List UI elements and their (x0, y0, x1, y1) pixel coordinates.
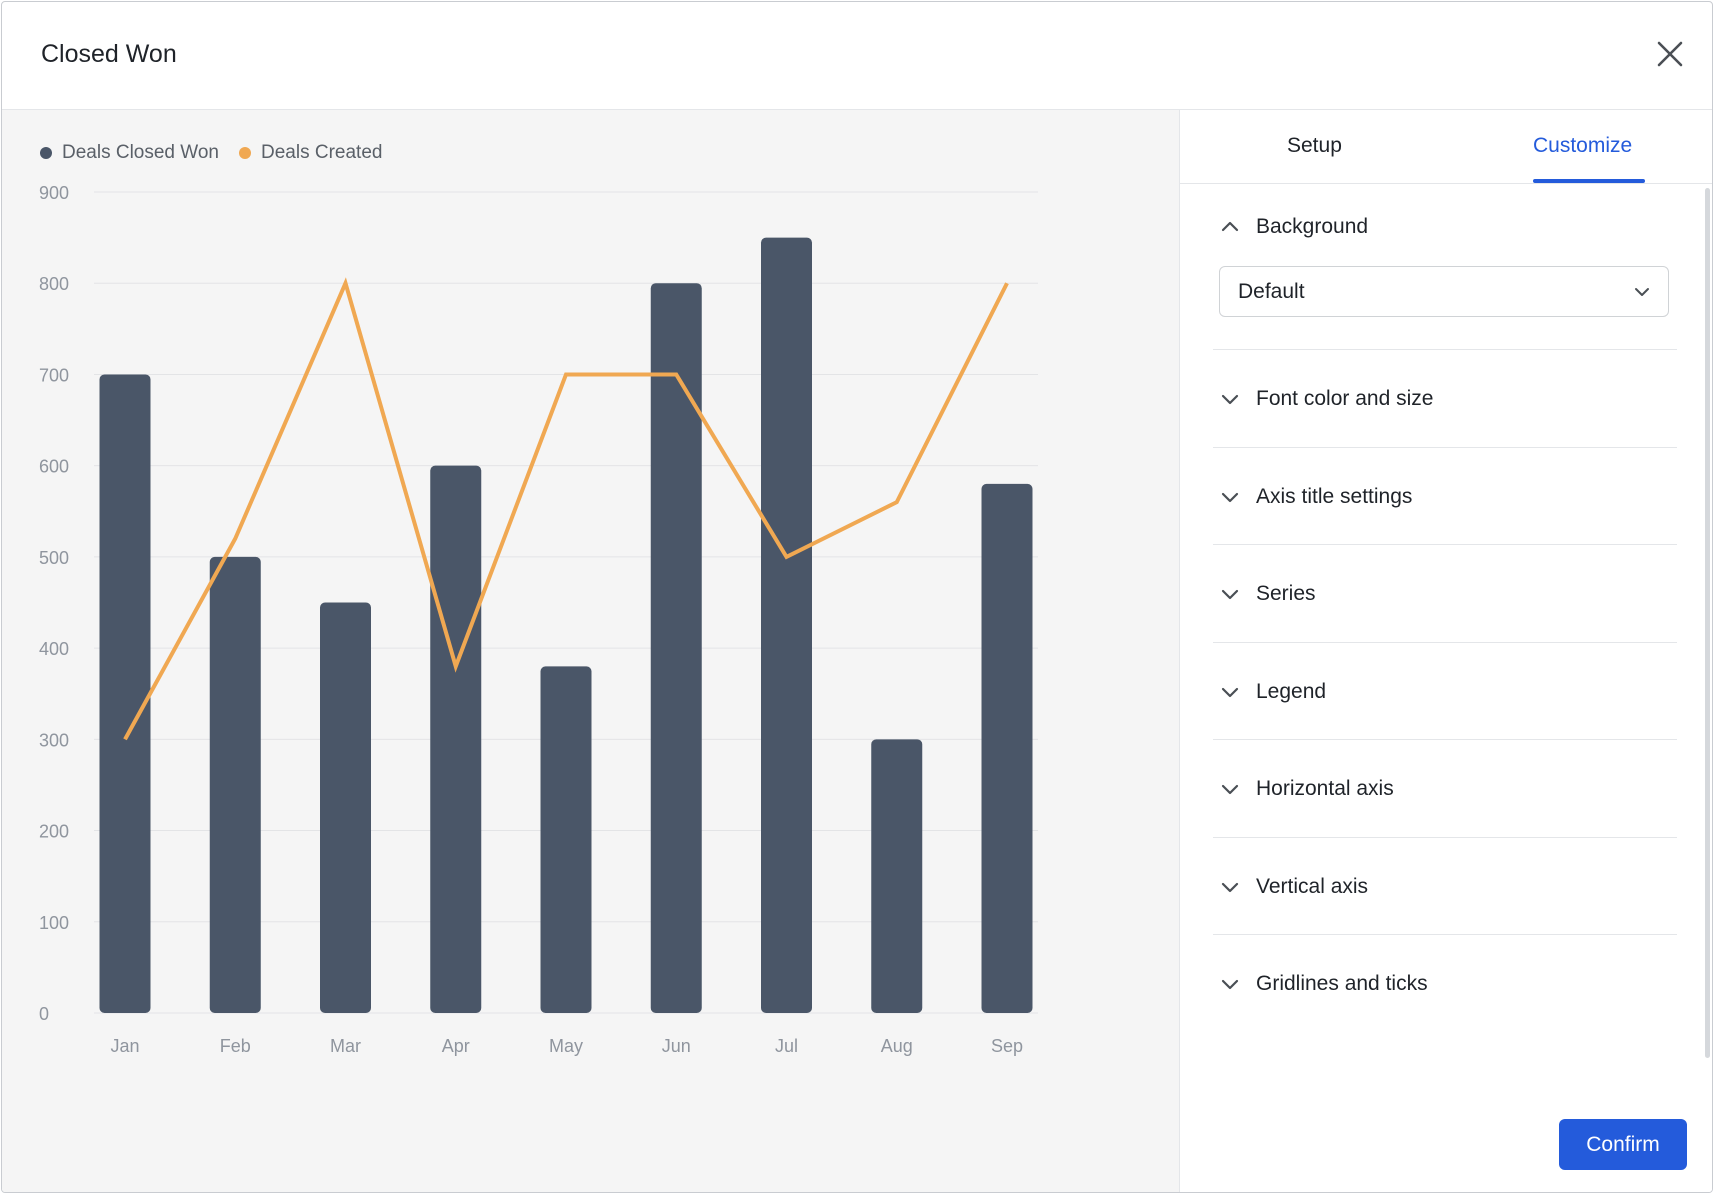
section-header[interactable]: Gridlines and ticks (1213, 972, 1428, 996)
legend-label: Deals Closed Won (62, 142, 220, 163)
section-label: Gridlines and ticks (1256, 972, 1428, 995)
section-vertical-axis: Vertical axis (1213, 838, 1677, 935)
scrollbar[interactable] (1705, 188, 1710, 1058)
section-background: Background Default (1213, 184, 1677, 350)
chevron-up-icon (1221, 221, 1239, 232)
dialog-title: Closed Won (41, 40, 177, 68)
chart-legend: Deals Closed Won Deals Created (40, 142, 402, 164)
background-select[interactable]: Default (1219, 266, 1669, 317)
section-header[interactable]: Legend (1213, 680, 1326, 704)
chevron-down-icon (1221, 589, 1239, 600)
bar (430, 465, 482, 1014)
combo-chart: 0 100 200 300 400 500 600 700 800 900 Jan Feb Mar Apr… (39, 183, 1038, 1056)
bar (99, 374, 151, 1013)
bar (209, 556, 261, 1013)
y-tick-label: 700 (39, 365, 69, 385)
x-tick-label: Jul (775, 1036, 798, 1056)
chevron-down-icon (1635, 288, 1649, 296)
section-header-background[interactable]: Background (1213, 215, 1368, 239)
y-tick-label: 200 (39, 822, 69, 842)
legend-item-deals-created[interactable]: Deals Created (239, 142, 382, 164)
section-header[interactable]: Series (1213, 582, 1316, 606)
chevron-down-icon (1221, 784, 1239, 795)
y-tick-label: 500 (39, 548, 69, 568)
y-tick-label: 0 (39, 1004, 49, 1024)
section-series: Series (1213, 545, 1677, 643)
settings-panel: Setup Customize Background Default Font … (1180, 110, 1712, 1192)
section-legend: Legend (1213, 643, 1677, 740)
legend-swatch (239, 147, 252, 159)
legend-swatch (40, 147, 52, 159)
section-header[interactable]: Font color and size (1213, 387, 1433, 411)
close-icon (1657, 41, 1683, 67)
y-tick-label: 300 (39, 730, 69, 750)
dialog-header: Closed Won (2, 2, 1712, 110)
y-tick-label: 600 (39, 457, 69, 477)
tab-customize[interactable]: Customize (1533, 134, 1633, 157)
bar (761, 237, 812, 1014)
chevron-down-icon (1221, 979, 1239, 990)
section-font-color-and-size: Font color and size (1213, 350, 1677, 448)
section-label: Axis title settings (1256, 484, 1413, 508)
section-header[interactable]: Horizontal axis (1213, 777, 1394, 801)
section-label: Horizontal axis (1256, 777, 1394, 800)
chevron-down-icon (1221, 882, 1239, 892)
section-horizontal-axis: Horizontal axis (1213, 740, 1677, 838)
section-gridlines-and-ticks: Gridlines and ticks (1213, 935, 1677, 1033)
y-tick-label: 400 (39, 639, 69, 659)
x-tick-label: Apr (442, 1036, 470, 1056)
section-label: Background (1256, 215, 1369, 238)
x-tick-label: May (549, 1036, 583, 1056)
bar (540, 666, 592, 1013)
bar (320, 602, 371, 1013)
close-button[interactable] (1652, 36, 1688, 72)
chevron-down-icon (1221, 687, 1239, 697)
select-value: Default (1238, 279, 1305, 303)
active-tab-indicator (1533, 179, 1645, 183)
x-tick-label: Aug (881, 1036, 913, 1056)
x-tick-label: Feb (220, 1036, 251, 1056)
chevron-down-icon (1221, 394, 1239, 405)
tab-setup[interactable]: Setup (1287, 134, 1342, 157)
section-label: Legend (1256, 679, 1327, 703)
legend-label: Deals Created (261, 142, 383, 163)
section-axis-title-settings: Axis title settings (1213, 448, 1677, 545)
x-tick-label: Mar (330, 1036, 361, 1056)
y-tick-label: 900 (39, 183, 69, 203)
y-tick-label: 800 (39, 274, 69, 294)
section-label: Font color and size (1256, 387, 1434, 410)
confirm-button[interactable]: Confirm (1559, 1119, 1687, 1170)
bar (981, 483, 1033, 1013)
x-tick-label: Jun (662, 1036, 691, 1056)
section-header[interactable]: Vertical axis (1213, 875, 1368, 899)
line-series-deals-created (123, 277, 1009, 741)
section-label: Series (1256, 582, 1316, 605)
bar (871, 739, 923, 1013)
section-header[interactable]: Axis title settings (1213, 485, 1412, 509)
chevron-down-icon (1221, 492, 1239, 502)
y-tick-label: 100 (39, 913, 69, 933)
tab-bar: Setup Customize (1180, 110, 1712, 184)
legend-item-deals-closed-won[interactable]: Deals Closed Won (40, 142, 219, 164)
x-tick-label: Jan (110, 1036, 139, 1056)
section-label: Vertical axis (1256, 874, 1369, 898)
x-tick-label: Sep (991, 1036, 1023, 1056)
bar (650, 283, 702, 1013)
chart-preview: Deals Closed Won Deals Created 0 100 200 30… (2, 110, 1180, 1192)
